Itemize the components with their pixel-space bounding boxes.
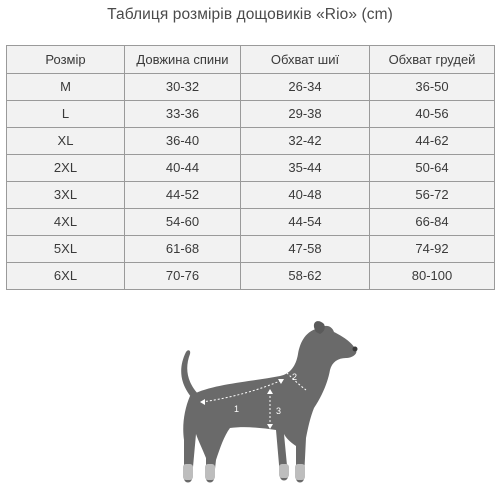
cell-back-length: 44-52 bbox=[124, 181, 241, 209]
table-header-row: Розмір Довжина спини Обхват шиї Обхват г… bbox=[6, 45, 495, 74]
cell-back-length: 36-40 bbox=[124, 127, 241, 155]
cell-back-length: 30-32 bbox=[124, 73, 241, 101]
cell-size: XL bbox=[6, 127, 125, 155]
cell-back-length: 33-36 bbox=[124, 100, 241, 128]
page-title: Таблиця розмірів дощовиків «Rio» (cm) bbox=[107, 6, 393, 23]
cell-chest-girth: 44-62 bbox=[369, 127, 495, 155]
cell-neck-girth: 35-44 bbox=[240, 154, 370, 182]
table-row: 3XL 44-52 40-48 56-72 bbox=[6, 181, 495, 209]
cell-size: 3XL bbox=[6, 181, 125, 209]
cell-back-length: 40-44 bbox=[124, 154, 241, 182]
table-row: L 33-36 29-38 40-56 bbox=[6, 100, 495, 128]
marker-back-length: 1 bbox=[234, 404, 239, 414]
cell-size: L bbox=[6, 100, 125, 128]
cell-chest-girth: 74-92 bbox=[369, 235, 495, 263]
cell-chest-girth: 56-72 bbox=[369, 181, 495, 209]
cell-neck-girth: 29-38 bbox=[240, 100, 370, 128]
cell-chest-girth: 66-84 bbox=[369, 208, 495, 236]
table-row: 5XL 61-68 47-58 74-92 bbox=[6, 235, 495, 263]
cell-neck-girth: 32-42 bbox=[240, 127, 370, 155]
cell-neck-girth: 44-54 bbox=[240, 208, 370, 236]
cell-neck-girth: 58-62 bbox=[240, 262, 370, 290]
cell-chest-girth: 50-64 bbox=[369, 154, 495, 182]
cell-chest-girth: 36-50 bbox=[369, 73, 495, 101]
table-row: 6XL 70-76 58-62 80-100 bbox=[6, 262, 495, 290]
cell-neck-girth: 47-58 bbox=[240, 235, 370, 263]
dog-silhouette-icon: 1 2 3 bbox=[181, 321, 358, 483]
cell-back-length: 54-60 bbox=[124, 208, 241, 236]
cell-size: 6XL bbox=[6, 262, 125, 290]
cell-size: 4XL bbox=[6, 208, 125, 236]
cell-chest-girth: 80-100 bbox=[369, 262, 495, 290]
cell-back-length: 70-76 bbox=[124, 262, 241, 290]
table-row: 4XL 54-60 44-54 66-84 bbox=[6, 208, 495, 236]
header-size: Розмір bbox=[6, 45, 125, 74]
header-chest-girth: Обхват грудей bbox=[369, 45, 495, 74]
dog-measurement-figure: 1 2 3 bbox=[150, 318, 360, 496]
cell-chest-girth: 40-56 bbox=[369, 100, 495, 128]
size-table: Розмір Довжина спини Обхват шиї Обхват г… bbox=[6, 45, 495, 290]
cell-back-length: 61-68 bbox=[124, 235, 241, 263]
cell-size: 2XL bbox=[6, 154, 125, 182]
marker-chest-girth: 3 bbox=[276, 406, 281, 416]
header-neck-girth: Обхват шиї bbox=[240, 45, 370, 74]
table-row: M 30-32 26-34 36-50 bbox=[6, 73, 495, 101]
table-row: 2XL 40-44 35-44 50-64 bbox=[6, 154, 495, 182]
marker-neck-girth: 2 bbox=[292, 372, 297, 382]
cell-size: M bbox=[6, 73, 125, 101]
cell-size: 5XL bbox=[6, 235, 125, 263]
cell-neck-girth: 40-48 bbox=[240, 181, 370, 209]
cell-neck-girth: 26-34 bbox=[240, 73, 370, 101]
header-back-length: Довжина спини bbox=[124, 45, 241, 74]
table-row: XL 36-40 32-42 44-62 bbox=[6, 127, 495, 155]
